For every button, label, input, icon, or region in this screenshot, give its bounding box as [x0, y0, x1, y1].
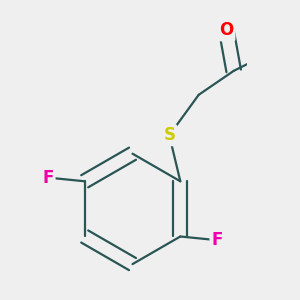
Text: O: O: [219, 21, 233, 39]
Text: F: F: [212, 231, 223, 249]
Text: F: F: [42, 169, 54, 187]
Text: S: S: [163, 126, 175, 144]
